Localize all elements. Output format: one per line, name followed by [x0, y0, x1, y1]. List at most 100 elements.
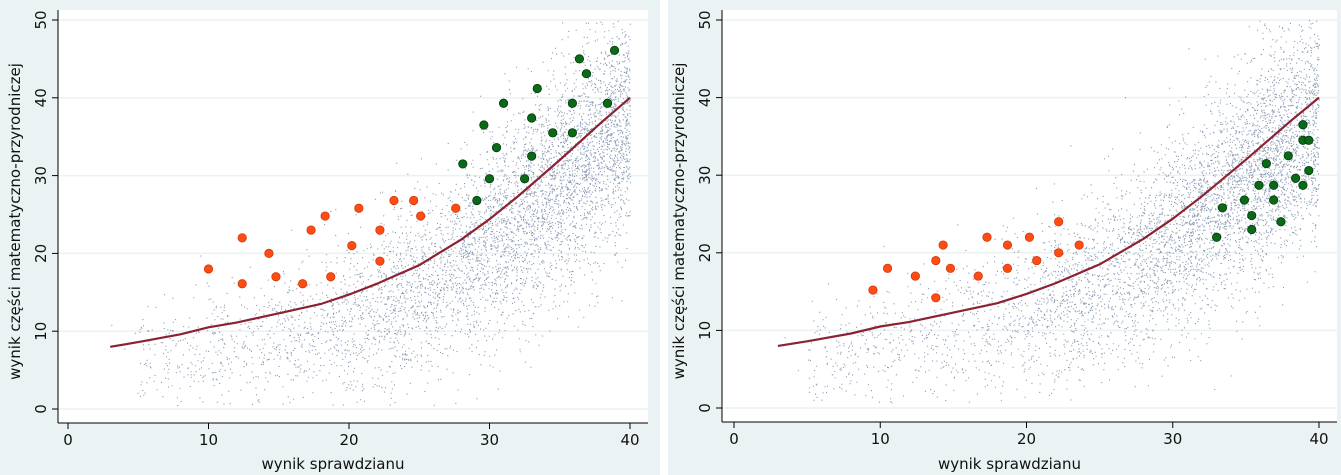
red-point	[203, 264, 214, 274]
y-tick-label: 40	[696, 88, 714, 107]
x-tick-label: 40	[620, 431, 639, 449]
green-point	[1239, 195, 1250, 205]
red-point	[264, 248, 274, 258]
y-tick-label: 0	[696, 403, 714, 413]
red-point	[931, 293, 941, 303]
green-point	[1247, 224, 1257, 235]
green-point	[1269, 180, 1279, 190]
chart-panel-left: 0 10 20 30 40 0 10 20 30 40 50 wynik sprawdzianu wyn…	[0, 0, 660, 475]
green-point	[532, 83, 542, 94]
x-tick-label: 20	[339, 431, 358, 449]
red-point	[320, 211, 330, 221]
y-tick-label: 20	[696, 243, 714, 262]
red-point	[271, 272, 281, 282]
red-point	[375, 225, 385, 235]
red-point	[1032, 255, 1042, 266]
green-point	[1304, 165, 1314, 176]
y-tick-label: 40	[32, 88, 50, 107]
red-point	[389, 195, 399, 206]
green-point	[491, 142, 502, 153]
green-point	[484, 174, 495, 184]
scatter-chart-left: 0 10 20 30 40 0 10 20 30 40 50 wynik sprawdzianu wyn…	[6, 10, 648, 473]
green-point	[527, 113, 537, 123]
y-tick-label: 10	[696, 321, 714, 340]
x-tick-label: 20	[1017, 430, 1036, 448]
green-point	[527, 151, 537, 161]
red-point	[1054, 248, 1064, 258]
red-point	[326, 272, 336, 282]
red-point	[347, 241, 357, 251]
series-red	[868, 217, 1084, 303]
series-green	[458, 45, 620, 206]
y-tick-label: 50	[32, 10, 50, 29]
green-point	[1247, 210, 1257, 221]
green-point	[567, 128, 577, 138]
x-axis-title: wynik sprawdzianu	[938, 455, 1081, 473]
x-tick-label: 10	[871, 430, 890, 448]
series-red	[203, 195, 461, 289]
red-point	[375, 256, 385, 266]
red-point	[945, 263, 956, 273]
red-point	[910, 271, 920, 281]
green-point	[548, 128, 558, 138]
red-point	[1054, 217, 1064, 227]
red-point	[1002, 240, 1013, 250]
y-tick-label: 30	[32, 166, 50, 185]
scatter-chart-right: 0 10 20 30 40 0 10 20 30 40 50 wynik sprawdzianu wyn…	[670, 10, 1337, 473]
red-point	[416, 211, 426, 221]
plot-area	[722, 10, 1337, 422]
green-point	[458, 159, 468, 169]
chart-panel-right: 0 10 20 30 40 0 10 20 30 40 50 wynik sprawdzianu wyn…	[668, 0, 1341, 475]
green-point	[1217, 203, 1228, 213]
red-point	[306, 225, 316, 235]
x-tick-label: 40	[1309, 430, 1328, 448]
plot-area	[58, 10, 648, 423]
green-point	[1212, 232, 1222, 242]
green-point	[1254, 180, 1264, 190]
red-point	[982, 232, 992, 242]
x-tick-label: 10	[199, 431, 218, 449]
green-point	[1290, 173, 1301, 183]
red-point	[868, 285, 878, 295]
y-tick-label: 0	[32, 404, 50, 414]
trend-curve	[110, 96, 631, 348]
red-point	[451, 203, 461, 213]
red-point	[1024, 232, 1035, 242]
red-point	[298, 279, 308, 289]
green-point	[1298, 180, 1308, 190]
red-point	[237, 279, 247, 289]
green-point	[520, 174, 530, 184]
x-tick-label: 30	[1163, 430, 1182, 448]
red-point	[938, 240, 948, 250]
green-point	[609, 45, 620, 55]
x-tick-label: 0	[729, 430, 739, 448]
panel-divider	[660, 0, 668, 475]
red-point	[931, 255, 941, 266]
green-point	[1269, 195, 1279, 205]
y-axis-title: wynik części matematyczno-przyrodniczej	[6, 63, 24, 380]
red-point	[237, 233, 247, 243]
green-point	[574, 54, 585, 64]
trend-curve	[777, 96, 1320, 347]
y-tick-label: 20	[32, 244, 50, 263]
red-point	[1074, 240, 1084, 250]
green-point	[1283, 151, 1293, 161]
red-point	[409, 195, 419, 206]
x-tick-label: 0	[63, 431, 73, 449]
x-axis-title: wynik sprawdzianu	[261, 455, 404, 473]
series-green	[1212, 120, 1314, 242]
x-tick-label: 30	[480, 431, 499, 449]
green-point	[1298, 120, 1308, 130]
green-point	[1304, 135, 1314, 145]
red-point	[882, 263, 893, 273]
red-point	[1002, 263, 1013, 273]
y-axis-title: wynik części matematyczno-przyrodniczej	[670, 63, 688, 380]
y-tick-label: 30	[696, 166, 714, 185]
green-point	[581, 69, 592, 79]
green-point	[1261, 158, 1271, 169]
red-point	[354, 203, 364, 213]
green-point	[479, 120, 489, 130]
y-tick-label: 50	[696, 10, 714, 29]
green-point	[602, 98, 613, 108]
